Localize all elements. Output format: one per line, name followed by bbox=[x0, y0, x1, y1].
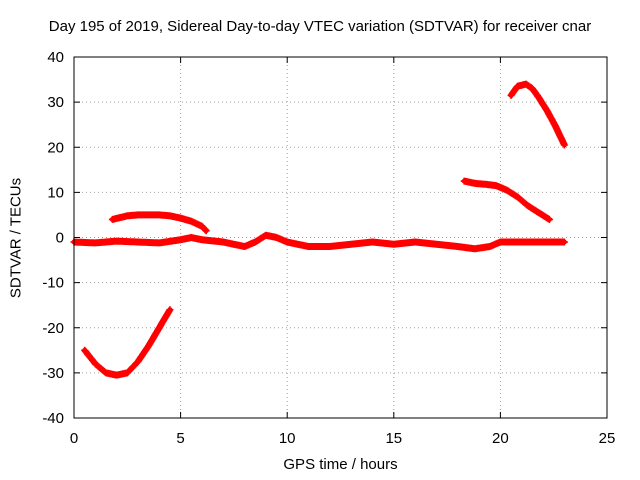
series-track-d bbox=[507, 80, 568, 149]
y-tick-label: 30 bbox=[47, 94, 64, 111]
data-point bbox=[472, 246, 478, 252]
series-markers bbox=[70, 231, 568, 253]
x-tick-label: 5 bbox=[176, 430, 184, 447]
data-point bbox=[493, 183, 499, 189]
data-point bbox=[188, 235, 194, 240]
data-point bbox=[553, 124, 559, 130]
data-point bbox=[220, 239, 226, 245]
data-point bbox=[514, 83, 520, 89]
data-point bbox=[263, 232, 269, 238]
data-point bbox=[242, 244, 248, 250]
data-point bbox=[114, 238, 120, 244]
y-tick-label: -40 bbox=[42, 410, 64, 427]
data-point bbox=[472, 180, 478, 186]
data-point bbox=[109, 216, 115, 222]
x-axis-label: GPS time / hours bbox=[283, 456, 398, 473]
data-point bbox=[487, 244, 493, 250]
data-point bbox=[156, 240, 162, 246]
data-point bbox=[529, 86, 535, 92]
data-point bbox=[536, 95, 542, 101]
data-point bbox=[167, 307, 173, 313]
data-point bbox=[540, 239, 546, 245]
data-point bbox=[124, 370, 130, 376]
data-point bbox=[156, 325, 162, 331]
series-track-a bbox=[81, 306, 174, 379]
y-tick-label: 0 bbox=[56, 230, 64, 247]
data-point bbox=[497, 239, 503, 245]
x-tick-label: 20 bbox=[492, 430, 509, 447]
data-point bbox=[306, 244, 312, 250]
data-point bbox=[199, 223, 205, 229]
series-track-b bbox=[108, 211, 210, 235]
chart-title: Day 195 of 2019, Sidereal Day-to-day VTE… bbox=[48, 18, 592, 35]
x-tick-label: 25 bbox=[599, 430, 616, 447]
series-baseline bbox=[70, 231, 568, 253]
data-point bbox=[135, 212, 141, 218]
data-point bbox=[114, 372, 120, 378]
data-point bbox=[124, 213, 130, 219]
data-point bbox=[391, 241, 397, 247]
data-point bbox=[327, 244, 333, 250]
data-point bbox=[514, 194, 520, 200]
data-point bbox=[546, 216, 552, 222]
data-point bbox=[561, 142, 567, 148]
data-point bbox=[412, 239, 418, 245]
x-tick-label: 10 bbox=[279, 430, 296, 447]
data-point bbox=[482, 181, 488, 187]
data-point bbox=[523, 81, 529, 87]
plot-frame bbox=[73, 56, 608, 419]
data-point bbox=[525, 203, 531, 209]
y-tick-label: 10 bbox=[47, 184, 64, 201]
data-point bbox=[146, 343, 152, 349]
data-point bbox=[455, 244, 461, 250]
data-point bbox=[461, 178, 467, 184]
y-tick-label: -10 bbox=[42, 275, 64, 292]
series-markers bbox=[81, 306, 174, 379]
data-point bbox=[252, 239, 258, 245]
data-point bbox=[369, 239, 375, 245]
data-point bbox=[284, 239, 290, 245]
data-point bbox=[561, 239, 567, 245]
y-tick-label: -20 bbox=[42, 320, 64, 337]
y-tick-label: 40 bbox=[47, 49, 64, 66]
data-point bbox=[135, 239, 141, 245]
data-point bbox=[103, 370, 109, 376]
series-track-c bbox=[460, 177, 553, 223]
data-point bbox=[92, 361, 98, 367]
data-point bbox=[348, 241, 354, 247]
data-point bbox=[504, 187, 510, 193]
data-point bbox=[433, 241, 439, 247]
x-tick-label: 0 bbox=[70, 430, 78, 447]
data-point bbox=[519, 239, 525, 245]
data-point bbox=[92, 240, 98, 246]
data-point bbox=[199, 237, 205, 243]
series-markers bbox=[507, 80, 568, 149]
y-tick-label: 20 bbox=[47, 139, 64, 156]
data-point bbox=[146, 212, 152, 218]
data-point bbox=[135, 359, 141, 365]
data-point bbox=[167, 213, 173, 219]
data-point bbox=[508, 92, 514, 98]
y-tick-label: -30 bbox=[42, 365, 64, 382]
x-tick-label: 15 bbox=[385, 430, 402, 447]
data-point bbox=[274, 235, 280, 240]
data-point bbox=[203, 228, 209, 234]
data-point bbox=[156, 212, 162, 218]
data-point bbox=[178, 237, 184, 243]
data-point bbox=[536, 210, 542, 216]
data-point bbox=[82, 347, 88, 353]
data-point bbox=[188, 218, 194, 224]
data-point bbox=[178, 215, 184, 221]
data-point bbox=[544, 108, 550, 114]
